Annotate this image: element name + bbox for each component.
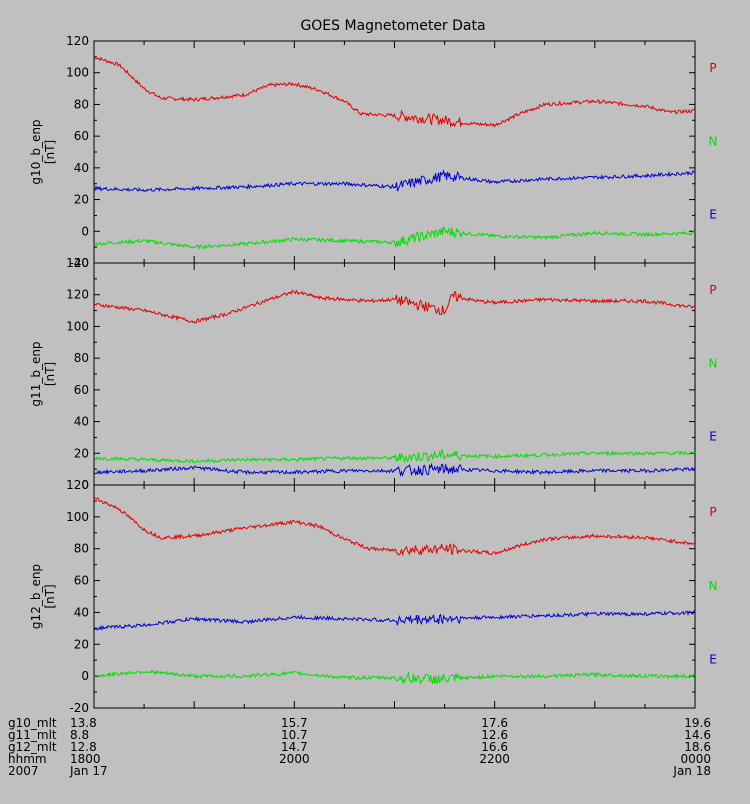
xaxis-tick-value: 19.6 [684, 716, 711, 730]
xaxis-tick-value: 14.6 [684, 728, 711, 742]
series-line-P [93, 289, 696, 324]
panel-frame [93, 40, 696, 264]
y-tick-label: 40 [74, 161, 89, 175]
y-tick-label: 60 [74, 574, 89, 588]
y-tick-label: 120 [66, 288, 89, 302]
legend-N: N [709, 579, 718, 593]
series-line-P [93, 497, 695, 557]
panel-3: -20 0 20 40 60 80 100 120 g12_b_enp [nT] P N E [29, 478, 717, 715]
legend-E: E [709, 430, 717, 444]
xaxis-tick-value: 12.6 [481, 728, 508, 742]
series-line-N [93, 669, 696, 686]
y-tick-label: -20 [69, 701, 89, 715]
xaxis-row-label: 2007 [8, 764, 39, 778]
y-axis-label: g12_b_enp [29, 564, 43, 629]
series-line-E [93, 462, 696, 478]
legend-N: N [709, 134, 718, 148]
xaxis-row-label: g12_mlt [8, 740, 57, 754]
series-line-N [93, 225, 696, 251]
xaxis-tick-value: 2000 [279, 752, 310, 766]
panel-2: 0 20 40 60 80 100 120 140 g11_b_enp [nT] P N E [29, 256, 717, 492]
xaxis-tick-value: 18.6 [684, 740, 711, 754]
y-tick-label: 20 [74, 446, 89, 460]
legend-E: E [709, 208, 717, 222]
y-tick-label: 20 [74, 193, 89, 207]
y-axis-label: g11_b_enp [29, 341, 43, 406]
legend-P: P [709, 283, 716, 297]
y-axis-unit: [nT] [43, 584, 57, 608]
y-tick-label: 120 [66, 478, 89, 492]
xaxis-tick-value: 12.8 [70, 740, 97, 754]
xaxis-tick-value: 17.6 [481, 716, 508, 730]
xaxis-tick-value: Jan 17 [69, 764, 108, 778]
xaxis-row-label: g10_mlt [8, 716, 57, 730]
y-tick-label: 0 [81, 669, 89, 683]
legend-P: P [709, 505, 716, 519]
xaxis-row-label: hhmm [8, 752, 47, 766]
y-tick-label: 120 [66, 34, 89, 48]
legend-P: P [709, 61, 716, 75]
xaxis-tick-value: 8.8 [70, 728, 89, 742]
legend-N: N [709, 356, 718, 370]
y-tick-label: 20 [74, 637, 89, 651]
xaxis-tick-value: 10.7 [281, 728, 308, 742]
y-tick-label: 60 [74, 383, 89, 397]
series-line-E [93, 169, 695, 193]
series-line-N [93, 449, 696, 464]
y-tick-label: -20 [69, 256, 89, 270]
xaxis-tick-value: 13.8 [70, 716, 97, 730]
y-axis-unit: [nT] [43, 362, 57, 386]
y-tick-label: 0 [81, 224, 89, 238]
xaxis-tick-value: 16.6 [481, 740, 508, 754]
panel-frame [93, 484, 696, 709]
xaxis-tick-value: 1800 [70, 752, 101, 766]
y-tick-label: 80 [74, 542, 89, 556]
y-tick-label: 100 [66, 510, 89, 524]
xaxis-tick-value: 15.7 [281, 716, 308, 730]
y-tick-label: 100 [66, 66, 89, 80]
y-tick-label: 80 [74, 351, 89, 365]
y-tick-label: 60 [74, 129, 89, 143]
series-line-E [93, 610, 695, 632]
panel-1: -20 0 20 40 60 80 100 120 g10_b_enp [nT] P N E [29, 34, 717, 270]
y-tick-label: 140 [66, 256, 89, 270]
xaxis-tick-value: 14.7 [281, 740, 308, 754]
xaxis-tick-value: 2200 [479, 752, 510, 766]
xaxis-tick-value: 0000 [680, 752, 711, 766]
y-tick-label: 40 [74, 415, 89, 429]
series-line-P [93, 56, 696, 128]
legend-E: E [709, 652, 717, 666]
xaxis-row-label: g11_mlt [8, 728, 57, 742]
y-axis-label: g10_b_enp [29, 119, 43, 184]
y-tick-label: 100 [66, 319, 89, 333]
chart-title: GOES Magnetometer Data [300, 18, 485, 34]
y-tick-label: 0 [81, 478, 89, 492]
xaxis-tick-value: Jan 18 [672, 764, 711, 778]
y-tick-label: 80 [74, 97, 89, 111]
y-axis-unit: [nT] [43, 140, 57, 164]
y-tick-label: 40 [74, 605, 89, 619]
